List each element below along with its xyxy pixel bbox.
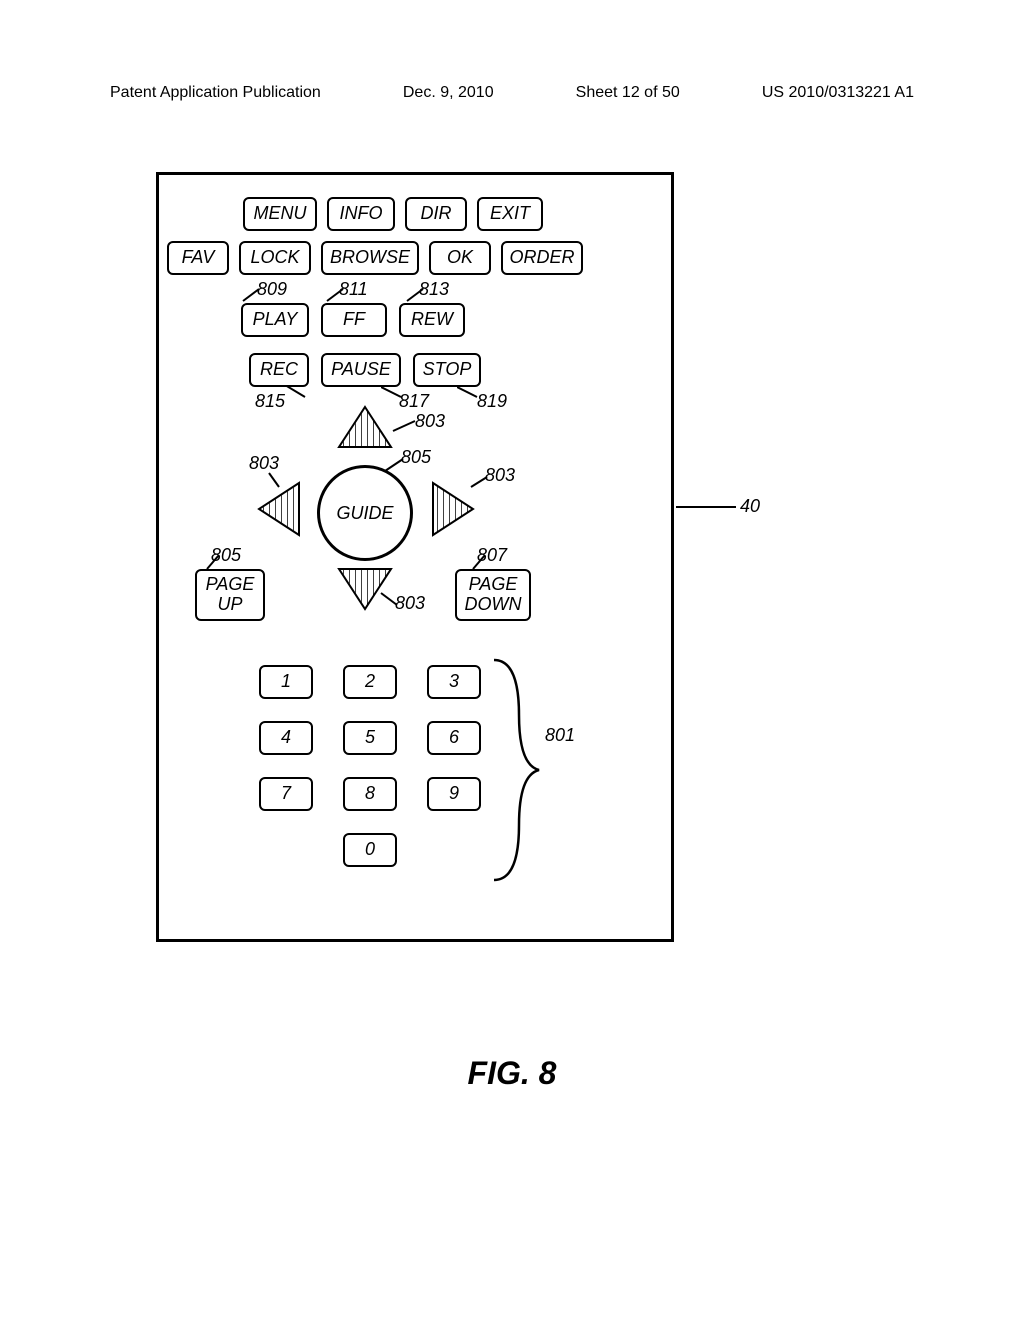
ref-line-817 xyxy=(381,387,405,401)
num-1: 1 xyxy=(259,665,313,699)
header-right: US 2010/0313221 A1 xyxy=(762,84,914,102)
dir-button: DIR xyxy=(405,197,467,231)
bracket-801 xyxy=(489,655,549,885)
order-button: ORDER xyxy=(501,241,583,275)
ref-line-807 xyxy=(471,553,487,571)
figure-label: FIG. 8 xyxy=(0,1055,1024,1092)
info-button: INFO xyxy=(327,197,395,231)
ref-line-811 xyxy=(323,285,347,303)
num-4: 4 xyxy=(259,721,313,755)
ref-line-40 xyxy=(676,504,736,510)
ref-40: 40 xyxy=(740,496,760,517)
exit-button: EXIT xyxy=(477,197,543,231)
page-down-button: PAGE DOWN xyxy=(455,569,531,621)
num-5: 5 xyxy=(343,721,397,755)
lock-button: LOCK xyxy=(239,241,311,275)
num-7: 7 xyxy=(259,777,313,811)
ref-line-803-right xyxy=(469,475,489,489)
ref-line-805-pageup xyxy=(205,553,221,571)
ref-line-813 xyxy=(403,285,427,303)
browse-button: BROWSE xyxy=(321,241,419,275)
rec-button: REC xyxy=(249,353,309,387)
num-2: 2 xyxy=(343,665,397,699)
rew-button: REW xyxy=(399,303,465,337)
ref-line-805-guide xyxy=(383,457,405,473)
stop-button: STOP xyxy=(413,353,481,387)
remote-outline: MENU INFO DIR EXIT FAV LOCK BROWSE OK OR… xyxy=(156,172,674,942)
header-left: Patent Application Publication xyxy=(110,84,321,102)
arrow-right xyxy=(431,481,475,537)
header-sheet: Sheet 12 of 50 xyxy=(576,84,680,102)
play-button: PLAY xyxy=(241,303,309,337)
pause-button: PAUSE xyxy=(321,353,401,387)
arrow-left xyxy=(257,481,301,537)
num-3: 3 xyxy=(427,665,481,699)
ref-819: 819 xyxy=(477,391,507,412)
ref-803-down: 803 xyxy=(395,593,425,614)
ref-line-809 xyxy=(239,285,263,303)
fav-button: FAV xyxy=(167,241,229,275)
ref-line-815 xyxy=(285,385,309,399)
ref-line-803-left xyxy=(267,471,281,489)
arrow-up xyxy=(337,405,393,449)
ref-801: 801 xyxy=(545,725,575,746)
num-6: 6 xyxy=(427,721,481,755)
ff-button: FF xyxy=(321,303,387,337)
ok-button: OK xyxy=(429,241,491,275)
page-up-button: PAGE UP xyxy=(195,569,265,621)
menu-button: MENU xyxy=(243,197,317,231)
ref-line-819 xyxy=(457,387,481,401)
ref-803-up: 803 xyxy=(415,411,445,432)
page-header: Patent Application Publication Dec. 9, 2… xyxy=(0,84,1024,102)
ref-805-guide: 805 xyxy=(401,447,431,468)
num-9: 9 xyxy=(427,777,481,811)
header-center: Dec. 9, 2010 xyxy=(403,84,494,102)
num-0: 0 xyxy=(343,833,397,867)
ref-line-803-down xyxy=(379,591,399,607)
guide-button: GUIDE xyxy=(317,465,413,561)
ref-803-right: 803 xyxy=(485,465,515,486)
ref-815: 815 xyxy=(255,391,285,412)
ref-line-803-up xyxy=(391,419,417,433)
num-8: 8 xyxy=(343,777,397,811)
